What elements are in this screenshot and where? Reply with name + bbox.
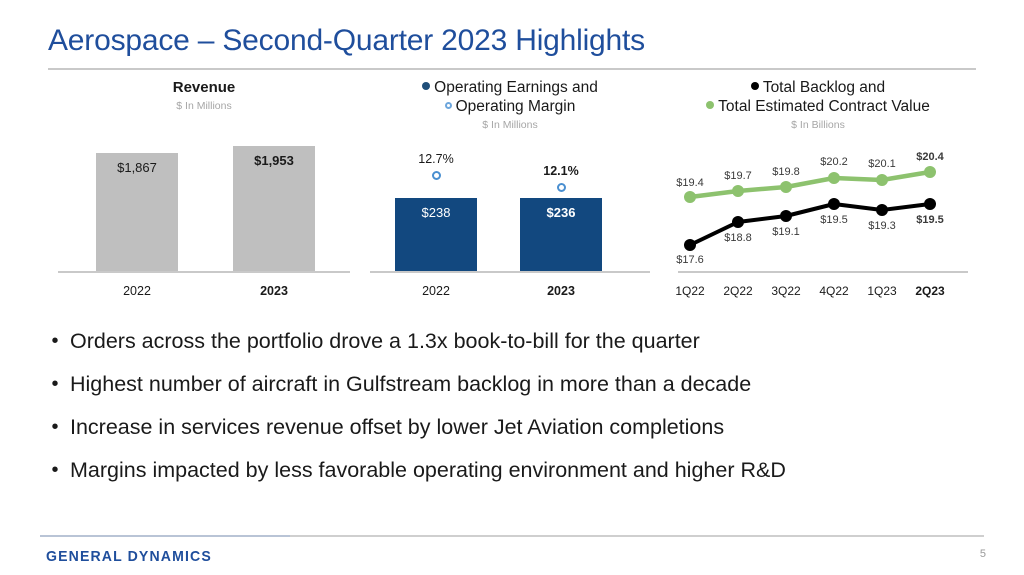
xlabel-backlog-2q22: 2Q22 xyxy=(723,284,753,298)
title-divider xyxy=(48,68,976,70)
bullet-text: Margins impacted by less favorable opera… xyxy=(70,458,786,482)
label-tecv-2q23: $20.4 xyxy=(916,151,944,163)
label-backlog-1q23: $19.3 xyxy=(868,220,896,232)
page-title: Aerospace – Second-Quarter 2023 Highligh… xyxy=(48,24,645,57)
xlabel-backlog-4q22: 4Q22 xyxy=(819,284,849,298)
bullet-item: • Orders across the portfolio drove a 1.… xyxy=(40,326,984,356)
legend-dot-total-backlog xyxy=(750,82,759,90)
xlabel-backlog-1q23: 1Q23 xyxy=(867,284,897,298)
chart-operating-plot: 12.7% 12.1% $238 $236 2022 2023 xyxy=(360,150,660,308)
label-backlog-3q22: $19.1 xyxy=(772,226,800,238)
points-contract-value xyxy=(684,166,936,203)
label-backlog-2q23: $19.5 xyxy=(916,214,944,226)
label-backlog-4q22: $19.5 xyxy=(820,214,848,226)
chart-revenue-title: Revenue xyxy=(172,79,236,96)
bullet-marker: • xyxy=(51,416,59,438)
backlog-line-svg xyxy=(684,166,936,251)
bullet-item: • Highest number of aircraft in Gulfstre… xyxy=(40,369,984,399)
bar-revenue-2023: $1,953 xyxy=(233,146,315,271)
xlabel-backlog-3q22: 3Q22 xyxy=(771,284,801,298)
bar-revenue-2022: $1,867 xyxy=(96,153,178,271)
chart-operating-subtitle: $ In Millions xyxy=(482,119,538,131)
label-backlog-2q22: $18.8 xyxy=(724,232,752,244)
xlabel-revenue-2022: 2022 xyxy=(123,284,151,298)
bar-revenue-2022-value: $1,867 xyxy=(117,160,157,175)
chart-backlog-title-text2: Total Estimated Contract Value xyxy=(718,98,930,115)
footer-divider xyxy=(290,535,984,537)
margin-marker-dot xyxy=(431,171,441,180)
marker-margin-2023: 12.1% xyxy=(520,164,602,192)
chart-backlog-title-line2: Total Estimated Contract Value xyxy=(660,97,976,116)
margin-marker-dot xyxy=(556,183,566,192)
bar-operating-2023: $236 xyxy=(520,198,602,271)
label-tecv-2q22: $19.7 xyxy=(724,170,752,182)
label-tecv-1q23: $20.1 xyxy=(868,158,896,170)
bar-revenue-2023-value: $1,953 xyxy=(254,153,294,168)
label-tecv-3q22: $19.8 xyxy=(772,166,800,178)
chart-revenue-plot: $1,867 $1,953 2022 2023 xyxy=(48,136,360,308)
chart-operating-header: Operating Earnings and Operating Margin … xyxy=(360,76,660,133)
bullet-text: Highest number of aircraft in Gulfstream… xyxy=(70,372,752,396)
page-number: 5 xyxy=(979,548,986,560)
xlabel-backlog-2q23: 2Q23 xyxy=(915,284,945,298)
bullet-marker: • xyxy=(51,330,59,352)
chart-backlog-title-line1: Total Backlog and xyxy=(660,78,976,97)
chart-backlog-axis xyxy=(678,271,968,273)
legend-dot-operating-margin xyxy=(444,102,452,109)
marker-margin-2023-value: 12.1% xyxy=(543,164,579,178)
points-total-backlog xyxy=(684,198,936,251)
label-tecv-1q22: $19.4 xyxy=(676,177,704,189)
chart-revenue-subtitle: $ In Millions xyxy=(176,100,232,112)
marker-margin-2022-value: 12.7% xyxy=(418,152,454,166)
bullet-marker: • xyxy=(51,459,59,481)
chart-backlog-subtitle: $ In Billions xyxy=(791,119,845,131)
bullet-item: • Increase in services revenue offset by… xyxy=(40,412,984,442)
chart-operating-title-line2: Operating Margin xyxy=(360,97,660,116)
label-tecv-4q22: $20.2 xyxy=(820,156,848,168)
chart-operating: Operating Earnings and Operating Margin … xyxy=(360,76,660,308)
xlabel-operating-2023: 2023 xyxy=(547,284,575,298)
bullet-marker: • xyxy=(51,373,59,395)
xlabel-revenue-2023: 2023 xyxy=(260,284,288,298)
chart-revenue-axis xyxy=(58,271,350,273)
chart-backlog-title-text1: Total Backlog and xyxy=(762,79,886,96)
chart-revenue-header: Revenue $ In Millions xyxy=(48,76,360,114)
bullet-text: Orders across the portfolio drove a 1.3x… xyxy=(70,329,700,353)
marker-margin-2022: 12.7% xyxy=(395,152,477,180)
xlabel-operating-2022: 2022 xyxy=(422,284,450,298)
bullet-list: • Orders across the portfolio drove a 1.… xyxy=(40,326,984,498)
line-contract-value xyxy=(687,169,933,200)
bullet-text: Increase in services revenue offset by l… xyxy=(70,415,725,439)
bullet-item: • Margins impacted by less favorable ope… xyxy=(40,455,984,485)
chart-revenue: Revenue $ In Millions $1,867 $1,953 2022… xyxy=(48,76,360,308)
chart-operating-axis xyxy=(370,271,650,273)
bar-operating-2022: $238 xyxy=(395,198,477,271)
legend-dot-contract-value xyxy=(706,101,715,109)
general-dynamics-logo: GENERAL DYNAMICS xyxy=(46,548,212,565)
legend-dot-operating-earnings xyxy=(422,82,431,90)
chart-operating-title-line1: Operating Earnings and xyxy=(360,78,660,97)
bar-operating-2023-value: $236 xyxy=(546,205,576,220)
bar-operating-2022-value: $238 xyxy=(421,205,451,220)
line-total-backlog xyxy=(688,202,932,247)
chart-operating-title-text1: Operating Earnings and xyxy=(434,79,598,96)
chart-backlog-header: Total Backlog and Total Estimated Contra… xyxy=(660,76,976,133)
chart-backlog-plot: $19.4 $19.7 $19.8 $20.2 $20.1 $20.4 $17.… xyxy=(660,150,976,308)
chart-operating-title-text2: Operating Margin xyxy=(455,98,576,115)
charts-row: Revenue $ In Millions $1,867 $1,953 2022… xyxy=(48,76,976,308)
label-backlog-1q22: $17.6 xyxy=(676,254,704,266)
chart-backlog: Total Backlog and Total Estimated Contra… xyxy=(660,76,976,308)
xlabel-backlog-1q22: 1Q22 xyxy=(675,284,705,298)
footer-divider-accent xyxy=(40,535,290,537)
